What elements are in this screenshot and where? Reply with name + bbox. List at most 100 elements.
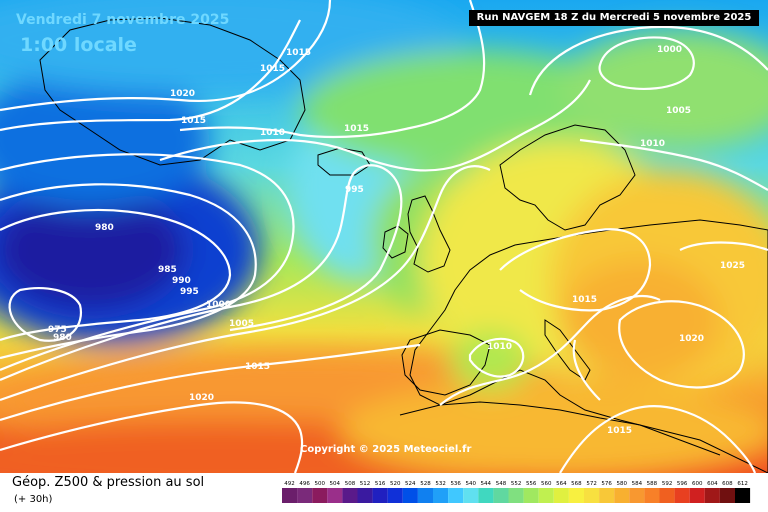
isobar-995 [0, 153, 295, 372]
isobar-label: 995 [180, 287, 199, 297]
legend-swatch [704, 488, 720, 503]
north-africa-outline [399, 401, 721, 456]
legend-value: 516 [375, 481, 386, 487]
isobar-label: 1015 [286, 48, 311, 58]
legend-value: 600 [692, 481, 703, 487]
copyright-text: Copyright © 2025 Meteociel.fr [300, 444, 472, 455]
legend-value: 588 [647, 481, 658, 487]
legend-swatch [584, 488, 600, 503]
iberia-outline [401, 329, 491, 396]
isobar-low-ring-1 [8, 287, 83, 342]
legend-swatch [719, 488, 735, 503]
isobar-label: 1010 [260, 128, 285, 138]
z500-north-east-green [560, 30, 768, 150]
isobar-1000 [0, 164, 403, 382]
legend-value: 504 [330, 481, 341, 487]
legend-value: 592 [662, 481, 673, 487]
isobar-1015-med [439, 295, 661, 406]
legend-value: 524 [405, 481, 416, 487]
isobar-1015-atlantic [179, 0, 486, 139]
forecast-offset: (+ 30h) [14, 494, 53, 505]
legend-value: 568 [571, 481, 582, 487]
legend-value: 508 [345, 481, 356, 487]
legend-value: 544 [481, 481, 492, 487]
z500-iberia-green [450, 330, 530, 390]
legend-swatch [629, 488, 645, 503]
isobar-1015-europe [499, 228, 652, 312]
legend-value: 584 [632, 481, 643, 487]
isobar-1020-south [0, 401, 304, 473]
legend-swatch [538, 488, 554, 503]
legend-swatch [297, 488, 313, 503]
legend-value: 512 [360, 481, 371, 487]
legend-value: 500 [315, 481, 326, 487]
legend-value: 596 [677, 481, 688, 487]
isobar-1025-east [679, 241, 768, 252]
legend-value: 540 [466, 481, 477, 487]
z500-med-orange [340, 380, 768, 473]
isobar-label: 980 [53, 333, 72, 343]
isobar-low-ring-3 [0, 183, 257, 360]
legend-value: 520 [390, 481, 401, 487]
isobar-1010-atlantic [159, 79, 591, 172]
legend-value: 560 [541, 481, 552, 487]
isobar-low-ring-2 [0, 208, 232, 342]
model-run-label: Run NAVGEM 18 Z du Mercredi 5 novembre 2… [469, 10, 759, 26]
isobar-labels: 1000 1005 1010 1015 1015 1015 1015 1020 … [48, 45, 745, 436]
legend-swatch [312, 488, 328, 503]
legend-swatch [478, 488, 494, 503]
forecast-date: Vendredi 7 novembre 2025 [16, 12, 230, 28]
legend-swatch [282, 488, 298, 503]
isobar-1015-south [0, 343, 421, 422]
legend-swatch [433, 488, 449, 503]
legend-swatch [523, 488, 539, 503]
isobar-label: 1025 [720, 261, 745, 271]
map-title: Géop. Z500 & pression au sol [12, 475, 205, 490]
legend-swatch [568, 488, 584, 503]
legend-value: 496 [299, 481, 310, 487]
z500-green-band [300, 50, 640, 170]
legend-swatch [659, 488, 675, 503]
isobar-1015-greenland [0, 19, 301, 132]
isobar-label: 1000 [657, 45, 682, 55]
map-footer: Géop. Z500 & pression au sol (+ 30h) 492… [0, 473, 768, 512]
legend-swatch [402, 488, 418, 503]
legend-swatch [463, 488, 479, 503]
legend-swatch [417, 488, 433, 503]
isobar-1010-iberia [468, 337, 525, 378]
legend-swatch [448, 488, 464, 503]
legend-value: 556 [526, 481, 537, 487]
isobar-1015-southeast [559, 405, 757, 473]
isobar-label: 1015 [607, 426, 632, 436]
legend-value: 576 [601, 481, 612, 487]
isobar-label: 1020 [170, 89, 195, 99]
isobar-label: 975 [48, 325, 67, 335]
isobar-lines [0, 0, 768, 473]
isobar-label: 1015 [181, 116, 206, 126]
isobar-label: 990 [172, 276, 191, 286]
legend-swatch [372, 488, 388, 503]
isobar-1010-east [572, 339, 601, 401]
forecast-time: 1:00 locale [20, 34, 137, 56]
isobar-label: 1015 [245, 362, 270, 372]
isobar-label: 995 [345, 185, 364, 195]
isobar-1020-north [0, 0, 332, 112]
isobar-1005-north [528, 25, 768, 96]
legend-swatch [508, 488, 524, 503]
legend-value: 528 [420, 481, 431, 487]
color-legend: 492 496 500 504 508 512 516 520 524 528 532 536 540 5… [282, 481, 751, 503]
isobar-1010-north [579, 138, 768, 191]
legend-swatch [644, 488, 660, 503]
isobar-1000-north-low [598, 36, 695, 90]
isobar-label: 980 [95, 223, 114, 233]
isobar-label: 1020 [679, 334, 704, 344]
legend-value: 608 [722, 481, 733, 487]
isobar-label: 985 [158, 265, 177, 275]
legend-value: 604 [707, 481, 718, 487]
legend-swatch [614, 488, 630, 503]
legend-value: 564 [556, 481, 567, 487]
isobar-label: 1005 [666, 106, 691, 116]
isobar-1005 [0, 165, 491, 402]
isobar-label: 1020 [189, 393, 214, 403]
